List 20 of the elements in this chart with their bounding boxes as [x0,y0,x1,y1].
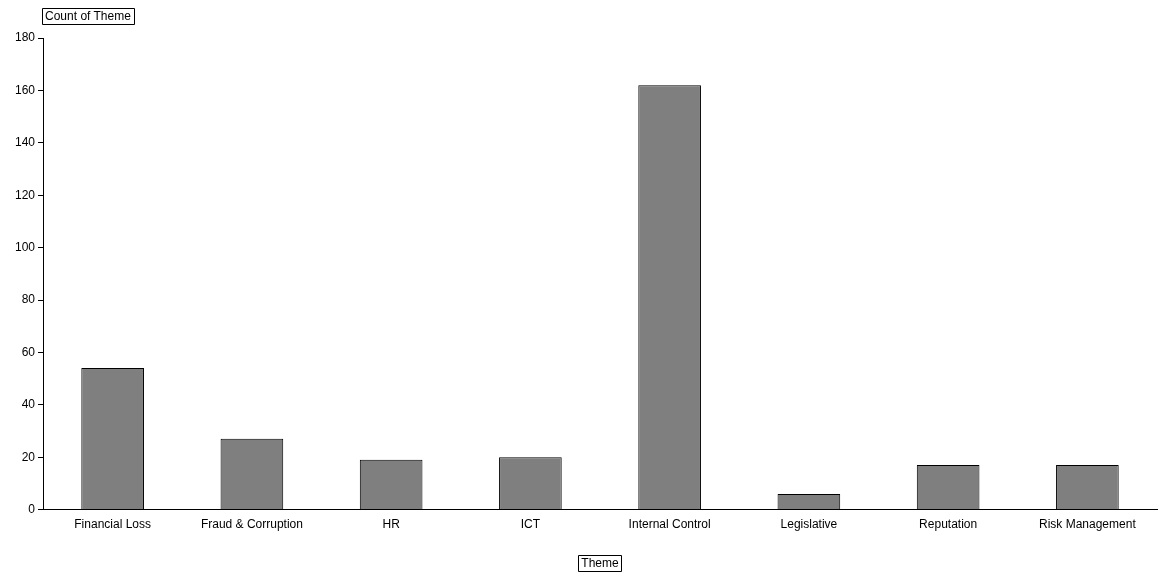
y-tick-label: 20 [21,449,36,464]
x-tick-label: Legislative [780,517,838,532]
y-tick-label: 40 [21,397,36,412]
y-tick-label: 80 [21,292,36,307]
y-tick-label: 60 [21,344,36,359]
x-tick-label: HR [382,517,401,532]
y-tick-label: 180 [14,30,36,45]
x-axis-title: Theme [581,556,620,571]
y-tick-label: 140 [14,135,36,150]
x-tick-label: Risk Management [1039,517,1137,532]
y-tick-label: 160 [14,82,36,97]
y-tick-label: 0 [28,501,36,516]
y-axis-title: Count of Theme [45,9,132,24]
x-tick-label: ICT [520,517,541,532]
y-tick-label: 100 [14,239,36,254]
x-tick-label: Reputation [919,517,978,532]
x-tick-label: Internal Control [628,517,711,532]
y-tick-label: 120 [14,187,36,202]
x-tick-label: Fraud & Corruption [200,517,303,532]
x-tick-label: Financial Loss [74,517,151,532]
